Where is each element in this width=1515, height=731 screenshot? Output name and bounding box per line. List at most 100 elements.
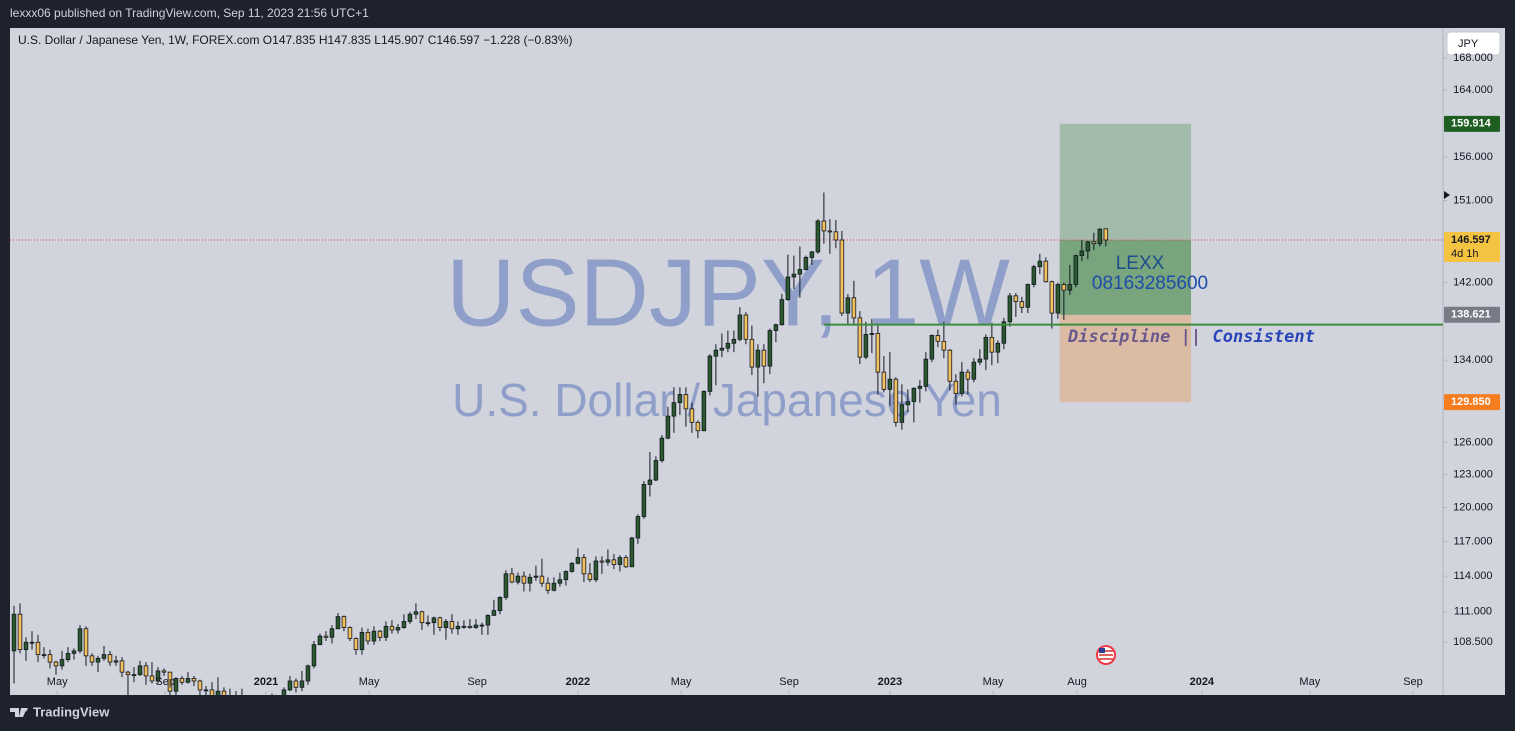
annotation-phone: 08163285600 <box>1092 273 1208 294</box>
candle-body <box>959 371 965 394</box>
candle-body <box>839 239 845 314</box>
candle-body <box>629 537 635 568</box>
x-tick-label: Sep <box>779 676 799 688</box>
candle-body <box>443 621 449 628</box>
candle-body <box>17 613 23 651</box>
candle-body <box>563 571 569 581</box>
candle-body <box>137 665 143 676</box>
candle-body <box>413 611 419 615</box>
candle-body <box>809 251 815 258</box>
annotation-name: LEXX <box>1116 253 1165 274</box>
candle-body <box>797 269 803 275</box>
candle-body <box>173 678 179 692</box>
candle-body <box>671 402 677 417</box>
x-tick-label: 2022 <box>566 676 590 688</box>
candle-body <box>167 671 173 692</box>
candle-body <box>965 371 971 380</box>
candle-body <box>1073 255 1079 285</box>
candle-body <box>821 220 827 232</box>
candle-body <box>89 655 95 663</box>
candle-body <box>59 659 65 667</box>
price-label: 129.850 <box>1451 396 1491 408</box>
candle-body <box>791 273 797 278</box>
candle-body <box>1091 241 1097 245</box>
candle-body <box>773 324 779 331</box>
candle-body <box>827 230 833 233</box>
candle-body <box>41 654 47 657</box>
candle-body <box>983 336 989 360</box>
candle-body <box>545 582 551 591</box>
x-tick-label: May <box>671 676 692 688</box>
candle-body <box>887 378 893 390</box>
candle-body <box>449 621 455 630</box>
candle-body <box>203 689 209 692</box>
candle-body <box>95 657 101 663</box>
currency-button[interactable] <box>1446 31 1501 56</box>
candle-body <box>587 573 593 581</box>
candle-body <box>1007 295 1013 323</box>
ohlc-letter: L <box>374 33 381 47</box>
close-value: 146.597 <box>436 33 480 47</box>
candle-body <box>665 415 671 439</box>
symbol-header: U.S. Dollar / Japanese Yen, 1W, FOREX.co… <box>18 33 573 47</box>
candle-body <box>503 573 509 598</box>
candle-body <box>215 690 221 695</box>
candle-body <box>497 597 503 611</box>
candle-body <box>371 630 377 642</box>
y-tick-label: 117.000 <box>1454 535 1493 547</box>
candle-body <box>815 220 821 253</box>
candle-body <box>1037 260 1043 268</box>
footer-brand: TradingView <box>33 704 110 719</box>
candle-body <box>689 408 695 423</box>
x-tick-label: 2023 <box>878 676 902 688</box>
candle-body <box>335 616 341 630</box>
x-tick-label: 2021 <box>254 676 278 688</box>
candle-body <box>29 641 35 644</box>
candle-body <box>395 627 401 631</box>
symbol: U.S. Dollar / Japanese Yen, 1W, FOREX.co… <box>18 33 259 47</box>
candle-body <box>623 557 629 568</box>
candle-body <box>1013 295 1019 302</box>
candle-body <box>401 621 407 628</box>
price-countdown: 4d 1h <box>1451 248 1479 260</box>
candle-body <box>995 342 1001 353</box>
candle-body <box>869 333 875 335</box>
candle-body <box>305 665 311 682</box>
candle-body <box>899 404 905 423</box>
candle-body <box>191 678 197 682</box>
price-label-box <box>1444 115 1500 132</box>
candle-body <box>695 421 701 432</box>
logo-icon <box>10 708 28 717</box>
y-tick-label: 111.000 <box>1454 606 1492 618</box>
candle-body <box>569 562 575 572</box>
candle-body <box>881 371 887 390</box>
candle-body <box>77 628 83 652</box>
candle-body <box>755 349 761 368</box>
candle-body <box>1085 241 1091 252</box>
publisher: lexxx06 published on TradingView.com, Se… <box>10 6 369 20</box>
candle-body <box>719 347 725 351</box>
candle-body <box>1049 281 1055 314</box>
candle-body <box>1025 284 1031 308</box>
candle-body <box>683 394 689 410</box>
x-tick-label: Sep <box>1403 676 1423 688</box>
candle-body <box>653 460 659 481</box>
y-tick-label: 126.000 <box>1453 436 1493 448</box>
x-tick-label: Sep <box>155 676 175 688</box>
flag-canton <box>1099 648 1105 653</box>
candle-body <box>467 625 473 628</box>
x-tick-label: May <box>1299 676 1320 688</box>
candle-body <box>149 675 155 682</box>
ohlc-letter: O <box>263 33 272 47</box>
candle-body <box>527 576 533 584</box>
x-tick-label: Sep <box>467 676 487 688</box>
candle-body <box>359 632 365 651</box>
candle-body <box>377 630 383 638</box>
candle-body <box>431 617 437 624</box>
candle-body <box>611 559 617 565</box>
candle-body <box>581 557 587 575</box>
candle-body <box>185 678 191 683</box>
currency-label[interactable]: JPY <box>1458 38 1479 50</box>
candle-body <box>341 616 347 628</box>
plot-area <box>10 123 1443 695</box>
